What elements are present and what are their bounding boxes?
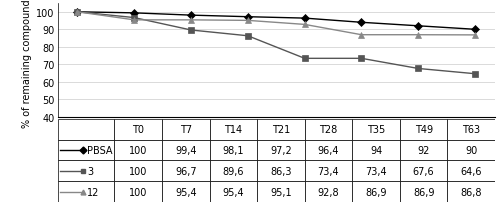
Bar: [162, 140, 210, 161]
Text: 96,4: 96,4: [318, 145, 339, 155]
Text: 95,4: 95,4: [222, 187, 244, 197]
Bar: [114, 161, 162, 181]
Text: 94: 94: [370, 145, 382, 155]
Text: 100: 100: [129, 187, 148, 197]
Bar: [400, 140, 448, 161]
Bar: [257, 161, 304, 181]
Bar: [114, 181, 162, 202]
Bar: [448, 119, 495, 140]
Bar: [210, 119, 257, 140]
Bar: [114, 140, 162, 161]
Bar: [162, 119, 210, 140]
Text: T21: T21: [272, 125, 290, 135]
Text: 95,4: 95,4: [175, 187, 197, 197]
Text: 86,9: 86,9: [413, 187, 434, 197]
Bar: [352, 161, 400, 181]
Bar: [304, 181, 352, 202]
Text: T35: T35: [367, 125, 385, 135]
Text: T7: T7: [180, 125, 192, 135]
Y-axis label: % of remaining compounds: % of remaining compounds: [22, 0, 32, 127]
Bar: [352, 119, 400, 140]
Text: 100: 100: [129, 145, 148, 155]
Bar: [448, 181, 495, 202]
Bar: [114, 119, 162, 140]
Text: 98,1: 98,1: [222, 145, 244, 155]
Text: T63: T63: [462, 125, 480, 135]
Text: 96,7: 96,7: [175, 166, 197, 176]
Text: 64,6: 64,6: [460, 166, 482, 176]
Text: 99,4: 99,4: [175, 145, 197, 155]
Text: 89,6: 89,6: [222, 166, 244, 176]
Bar: [58, 161, 114, 181]
Text: 12: 12: [87, 187, 100, 197]
Text: 86,8: 86,8: [460, 187, 482, 197]
Bar: [304, 119, 352, 140]
Bar: [304, 161, 352, 181]
Text: 90: 90: [465, 145, 477, 155]
Bar: [58, 181, 114, 202]
Text: T14: T14: [224, 125, 242, 135]
Bar: [210, 161, 257, 181]
Text: 67,6: 67,6: [413, 166, 434, 176]
Text: 95,1: 95,1: [270, 187, 291, 197]
Bar: [257, 119, 304, 140]
Text: T0: T0: [132, 125, 144, 135]
Bar: [352, 181, 400, 202]
Text: T49: T49: [414, 125, 432, 135]
Text: 73,4: 73,4: [318, 166, 340, 176]
Bar: [58, 119, 114, 140]
Text: PBSA: PBSA: [87, 145, 112, 155]
Bar: [257, 140, 304, 161]
Text: 3: 3: [87, 166, 93, 176]
Bar: [352, 140, 400, 161]
Bar: [210, 140, 257, 161]
Text: 92,8: 92,8: [318, 187, 340, 197]
Bar: [210, 181, 257, 202]
Bar: [162, 181, 210, 202]
Bar: [448, 161, 495, 181]
Bar: [58, 140, 114, 161]
Bar: [257, 181, 304, 202]
Text: 97,2: 97,2: [270, 145, 292, 155]
Bar: [400, 119, 448, 140]
Text: 86,3: 86,3: [270, 166, 291, 176]
Bar: [448, 140, 495, 161]
Bar: [304, 140, 352, 161]
Text: 86,9: 86,9: [366, 187, 387, 197]
Bar: [400, 181, 448, 202]
Bar: [162, 161, 210, 181]
Text: 73,4: 73,4: [365, 166, 387, 176]
Text: 100: 100: [129, 166, 148, 176]
Text: 92: 92: [418, 145, 430, 155]
Text: T28: T28: [320, 125, 338, 135]
Bar: [400, 161, 448, 181]
